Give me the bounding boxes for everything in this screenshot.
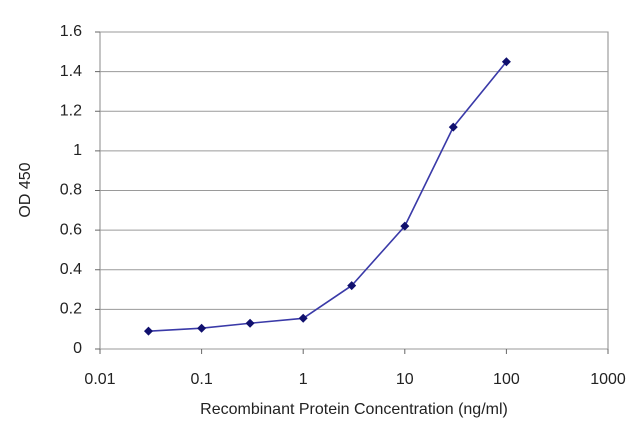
- y-tick-label: 0.2: [60, 301, 82, 318]
- y-tick-label: 1.2: [60, 102, 82, 119]
- data-point: [245, 318, 255, 328]
- data-point: [400, 221, 410, 231]
- y-tick-label: 0.4: [60, 261, 82, 278]
- data-point: [143, 326, 153, 336]
- y-tick-label: 1.4: [60, 63, 82, 80]
- data-point: [501, 57, 511, 67]
- x-tick-label: 1000: [590, 371, 626, 388]
- x-tick-label: 1: [299, 371, 308, 388]
- x-tick-label: 10: [396, 371, 414, 388]
- data-point: [448, 122, 458, 132]
- series-line: [148, 61, 508, 332]
- y-tick-label: 1: [73, 142, 82, 159]
- y-axis-label: OD 450: [17, 162, 34, 217]
- y-tick-label: 0.6: [60, 221, 82, 238]
- data-point: [298, 313, 308, 323]
- x-tick-label: 0.1: [190, 371, 212, 388]
- x-tick-label: 100: [493, 371, 520, 388]
- x-axis-label: Recombinant Protein Concentration (ng/ml…: [200, 401, 508, 418]
- y-tick-label: 0: [73, 340, 82, 357]
- y-tick-label: 0.8: [60, 182, 82, 199]
- y-tick-label: 1.6: [60, 23, 82, 40]
- data-point: [347, 281, 357, 291]
- x-tick-label: 0.01: [84, 371, 115, 388]
- data-point: [197, 323, 207, 333]
